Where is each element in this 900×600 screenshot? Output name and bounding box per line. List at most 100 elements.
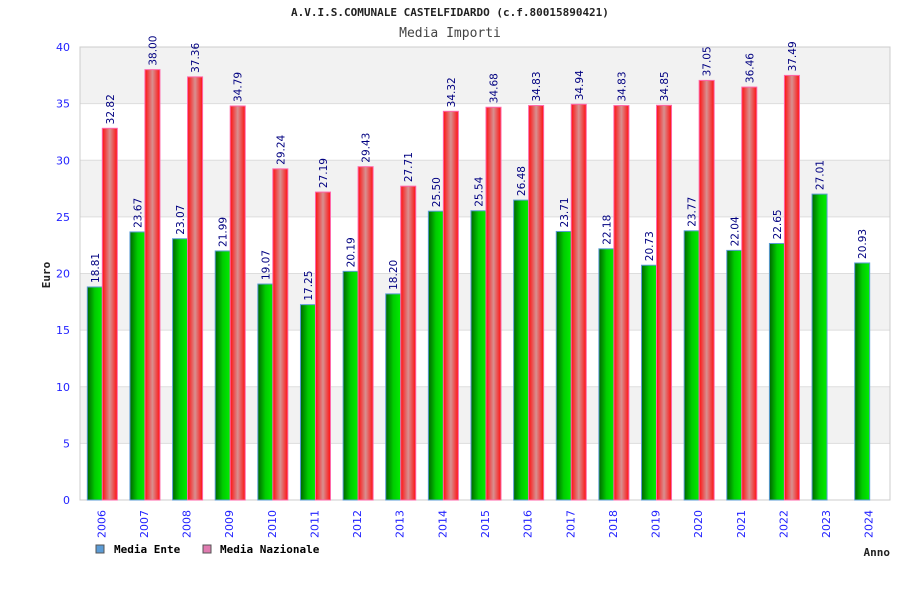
- x-tick-label: 2022: [777, 510, 790, 538]
- x-tick-label: 2011: [308, 510, 321, 538]
- bar-media-nazionale: [272, 168, 289, 501]
- legend-label-ente: Media Ente: [114, 543, 181, 556]
- bar-media-nazionale: [187, 76, 204, 501]
- bar-media-ente: [214, 250, 231, 501]
- bar-value-label: 21.99: [218, 217, 230, 247]
- bar-media-ente: [470, 210, 487, 501]
- bar-value-label: 27.19: [318, 158, 330, 188]
- y-tick-label: 20: [56, 268, 70, 281]
- bar-media-nazionale: [656, 104, 673, 501]
- bar-media-ente: [811, 193, 828, 501]
- x-tick-label: 2010: [266, 510, 279, 538]
- x-tick-label: 2014: [436, 510, 449, 538]
- x-tick-label: 2021: [735, 510, 748, 538]
- bar-media-ente: [385, 293, 402, 501]
- x-tick-label: 2020: [692, 510, 705, 538]
- bar-media-nazionale: [741, 86, 758, 501]
- y-tick-label: 35: [56, 98, 70, 111]
- bar-value-label: 22.65: [772, 209, 784, 239]
- bar-value-label: 22.04: [729, 216, 741, 246]
- x-tick-label: 2019: [650, 510, 663, 538]
- bar-media-ente: [299, 304, 316, 501]
- bar-value-label: 32.82: [105, 94, 117, 124]
- bar-value-label: 25.50: [431, 177, 443, 207]
- bar-media-ente: [427, 210, 444, 501]
- bar-value-label: 19.07: [260, 250, 272, 280]
- bar-media-ente: [172, 238, 189, 501]
- bar-media-nazionale: [400, 185, 417, 501]
- bar-media-nazionale: [144, 69, 161, 501]
- x-tick-label: 2023: [820, 510, 833, 538]
- bar-value-label: 17.25: [303, 271, 315, 301]
- bar-value-label: 29.24: [275, 134, 287, 164]
- x-tick-label: 2018: [607, 510, 620, 538]
- bar-media-nazionale: [442, 110, 459, 501]
- bar-value-label: 23.67: [132, 198, 144, 228]
- chart-title: A.V.I.S.COMUNALE CASTELFIDARDO (c.f.8001…: [291, 6, 609, 19]
- y-tick-label: 30: [56, 154, 70, 167]
- bar-media-ente: [641, 264, 658, 501]
- bar-value-label: 27.01: [815, 160, 827, 190]
- bar-media-nazionale: [528, 105, 545, 501]
- bar-value-label: 18.81: [90, 253, 102, 283]
- bar-value-label: 29.43: [361, 133, 373, 163]
- bar-value-label: 34.83: [616, 71, 628, 101]
- bar-value-label: 20.93: [857, 229, 869, 259]
- bar-value-label: 27.71: [403, 152, 415, 182]
- x-tick-label: 2008: [181, 510, 194, 538]
- x-tick-label: 2015: [479, 510, 492, 538]
- x-tick-label: 2007: [138, 510, 151, 538]
- bar-value-label: 34.79: [233, 72, 245, 102]
- bar-value-label: 23.71: [559, 197, 571, 227]
- bar-media-nazionale: [229, 105, 246, 501]
- y-tick-label: 15: [56, 324, 70, 337]
- bar-media-ente: [768, 242, 785, 501]
- legend: Media Ente Media Nazionale: [95, 543, 320, 556]
- bar-media-nazionale: [357, 166, 374, 501]
- bar-value-label: 34.32: [446, 77, 458, 107]
- bar-media-nazionale: [570, 103, 587, 501]
- bar-value-label: 23.07: [175, 205, 187, 235]
- y-tick-label: 10: [56, 381, 70, 394]
- bar-media-ente: [342, 270, 359, 501]
- bar-value-label: 37.36: [190, 43, 202, 73]
- bar-value-label: 34.85: [659, 71, 671, 101]
- y-tick-label: 40: [56, 41, 70, 54]
- y-tick-label: 5: [63, 437, 70, 450]
- bar-media-nazionale: [783, 74, 800, 501]
- bar-value-label: 20.19: [346, 237, 358, 267]
- bar-value-label: 34.94: [574, 70, 586, 100]
- x-tick-label: 2024: [863, 510, 876, 538]
- bar-value-label: 36.46: [744, 53, 756, 83]
- bar-value-label: 20.73: [644, 231, 656, 261]
- x-tick-label: 2006: [95, 510, 108, 538]
- x-axis-label: Anno: [864, 546, 891, 559]
- x-tick-label: 2017: [564, 510, 577, 538]
- x-tick-label: 2009: [223, 510, 236, 538]
- bar-value-label: 37.49: [787, 41, 799, 71]
- bar-media-ente: [683, 230, 700, 501]
- bar-media-nazionale: [485, 106, 502, 501]
- bar-media-nazionale: [613, 105, 630, 501]
- bar-media-nazionale: [698, 79, 715, 501]
- bar-value-label: 22.18: [601, 215, 613, 245]
- bar-media-nazionale: [101, 127, 118, 501]
- bar-value-label: 34.83: [531, 71, 543, 101]
- bar-media-ente: [86, 286, 103, 501]
- bar-value-label: 23.77: [687, 197, 699, 227]
- x-tick-label: 2016: [522, 510, 535, 538]
- bar-media-ente: [555, 230, 572, 501]
- bar-value-label: 25.54: [474, 176, 486, 206]
- bar-media-ente: [513, 199, 530, 501]
- bar-value-label: 26.48: [516, 166, 528, 196]
- bar-media-nazionale: [314, 191, 331, 501]
- bar-value-label: 38.00: [147, 36, 159, 66]
- legend-label-nazionale: Media Nazionale: [220, 543, 320, 556]
- y-tick-label: 0: [63, 494, 70, 507]
- y-tick-label: 25: [56, 211, 70, 224]
- bar-media-ente: [854, 262, 871, 501]
- bar-media-ente: [598, 248, 615, 501]
- bar-value-label: 37.05: [702, 46, 714, 76]
- bar-value-label: 34.68: [489, 73, 501, 103]
